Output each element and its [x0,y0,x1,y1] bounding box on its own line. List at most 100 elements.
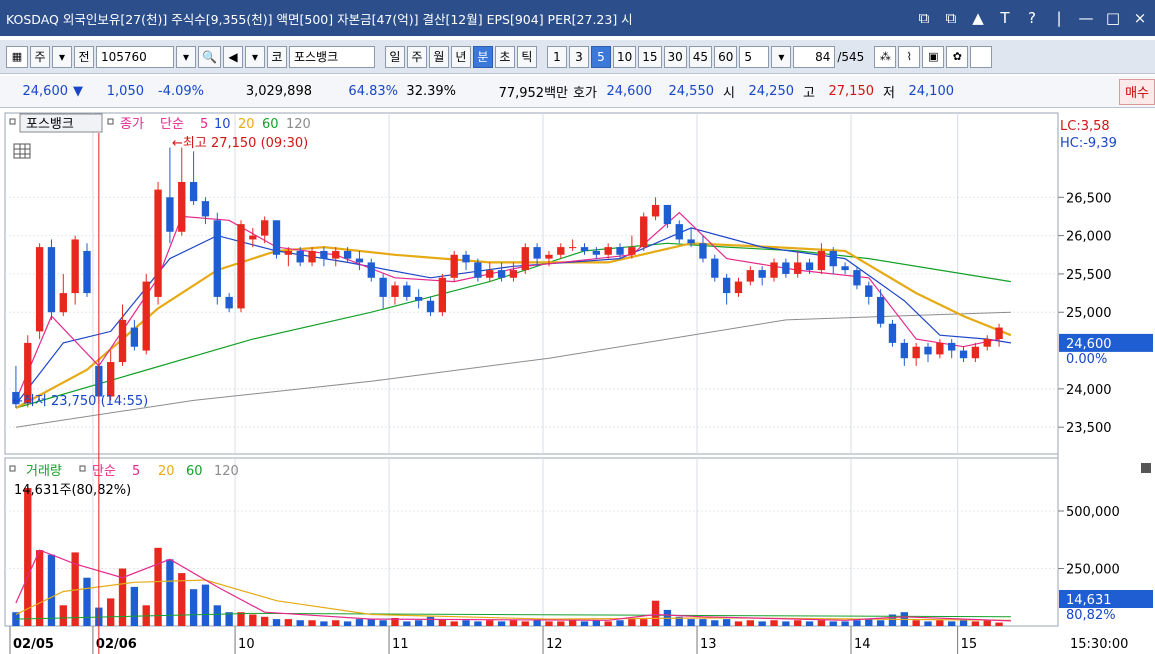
price-change: 1,050 [106,84,144,99]
last-volume-label: 14,631 [1066,593,1112,608]
volume-bar [225,612,233,626]
volume-bar [616,620,624,626]
candle-body [130,327,139,347]
candle-body [332,250,340,259]
interval-15[interactable]: 15 [638,45,662,68]
stock-name-field[interactable]: 포스뱅크 [288,45,375,68]
period-week[interactable]: 주 [406,45,427,68]
period-year[interactable]: 년 [450,45,471,68]
volume-bar [332,620,340,626]
last-volume-box [1059,590,1153,608]
low-label: 저 [883,86,895,101]
interval-3[interactable]: 3 [568,45,589,68]
interval-45[interactable]: 45 [688,45,713,68]
speaker-dropdown-icon[interactable]: ▾ [244,45,265,68]
table-icon[interactable] [13,143,31,159]
candle-body [900,342,908,359]
candle-body [414,296,423,301]
x-tick-label: 10 [238,637,255,652]
interval-10[interactable]: 10 [612,45,637,68]
chart-type-icon[interactable]: ⌇ [898,45,921,68]
candle-body [936,342,944,355]
code-input[interactable]: 105760 [96,45,174,68]
candle-body [628,247,636,255]
prefix-button[interactable]: 전 [74,45,94,68]
period-second[interactable]: 초 [494,45,515,68]
buy-button[interactable]: 매수 [1119,78,1155,105]
ma20-line [15,242,1012,409]
candle-body [438,277,447,313]
save-icon[interactable]: ▣ [922,45,945,68]
candle-body [687,239,695,244]
quote-bar: 24,600 ▼ 1,050 -4.09% 3,029,898 64.83% 3… [0,76,1155,108]
volume-bar [261,616,269,626]
x-tick-label: 12 [546,637,563,652]
interval-dropdown-icon[interactable]: ▾ [771,45,792,68]
period-day[interactable]: 일 [384,45,405,68]
axis-label-layer: 26,500 26,000 25,500 25,000 24,000 23,500 500,… [13,191,1153,652]
volume-bar [651,600,660,626]
candle-body [912,346,920,359]
interval-1[interactable]: 1 [546,45,567,68]
period-tick[interactable]: 틱 [516,45,537,68]
grid-icon[interactable]: ▦ [6,45,28,68]
popout-icon[interactable]: ⧉ [945,9,957,27]
interval-input[interactable]: 5 [739,45,770,68]
period-month[interactable]: 월 [428,45,449,68]
pin-icon[interactable]: ▲ [972,9,984,27]
volume-bar [462,620,470,626]
down-arrow-icon: ▼ [73,84,83,99]
minimize-icon[interactable]: — [1078,9,1094,27]
lc-label: LC:3,58 [1060,119,1110,134]
font-icon[interactable]: T [1000,9,1010,27]
candle-body [805,262,814,271]
volume-bar [722,619,731,626]
trade-amount: 77,952백만 [498,86,568,101]
stock-chart[interactable]: 26,500 26,000 25,500 25,000 24,000 23,500 500,… [0,108,1155,654]
candle-body [83,250,91,294]
candle-body [568,247,577,249]
open-label: 시 [723,86,735,101]
type-select[interactable]: 주 [30,45,50,68]
candle-body [462,254,470,263]
price-chart-title: 포스뱅크 [26,117,74,132]
code-dropdown-icon[interactable]: ▾ [176,45,196,68]
interval-30[interactable]: 30 [663,45,687,68]
search-icon[interactable]: 🔍 [198,45,221,68]
candle-body [983,339,991,347]
volume-bar [959,620,968,626]
price-tick-label: 25,000 [1066,306,1112,321]
current-price: 24,600 [22,84,69,99]
candle-body [853,270,861,286]
period-minute[interactable]: 분 [472,45,493,68]
candle-body [296,250,304,263]
candle-body [995,327,1003,340]
gear-icon[interactable]: ✿ [946,45,969,68]
low-price: 24,100 [908,84,955,99]
candle-body [545,254,553,259]
checkbox-icon[interactable] [970,45,993,68]
help-icon[interactable]: ? [1028,9,1036,27]
close-icon[interactable]: × [1133,9,1147,27]
volume-bar [24,488,32,626]
volume-bar [414,620,423,626]
candle-body [320,250,328,259]
restore-icon[interactable]: ⧉ [918,9,930,27]
interval-60[interactable]: 60 [714,45,738,68]
tool-icon[interactable]: ⁂ [874,45,897,68]
candle-body [557,247,565,255]
speaker-icon[interactable]: ◀ [222,45,243,68]
interval-5[interactable]: 5 [590,45,611,68]
count-input[interactable]: 84 [793,45,836,68]
count-total: /545 [837,49,865,64]
volume-bar [971,621,980,626]
volume-ratio: 64.83% [348,84,398,99]
volume-bar [841,621,849,626]
pane-menu-icon[interactable] [1141,463,1151,473]
chevron-down-icon[interactable]: ▾ [52,45,72,68]
candle-body [509,270,518,278]
legend-marker-icon [9,465,16,472]
maximize-icon[interactable]: □ [1105,9,1121,27]
hoga-label: 호가 [573,86,597,101]
